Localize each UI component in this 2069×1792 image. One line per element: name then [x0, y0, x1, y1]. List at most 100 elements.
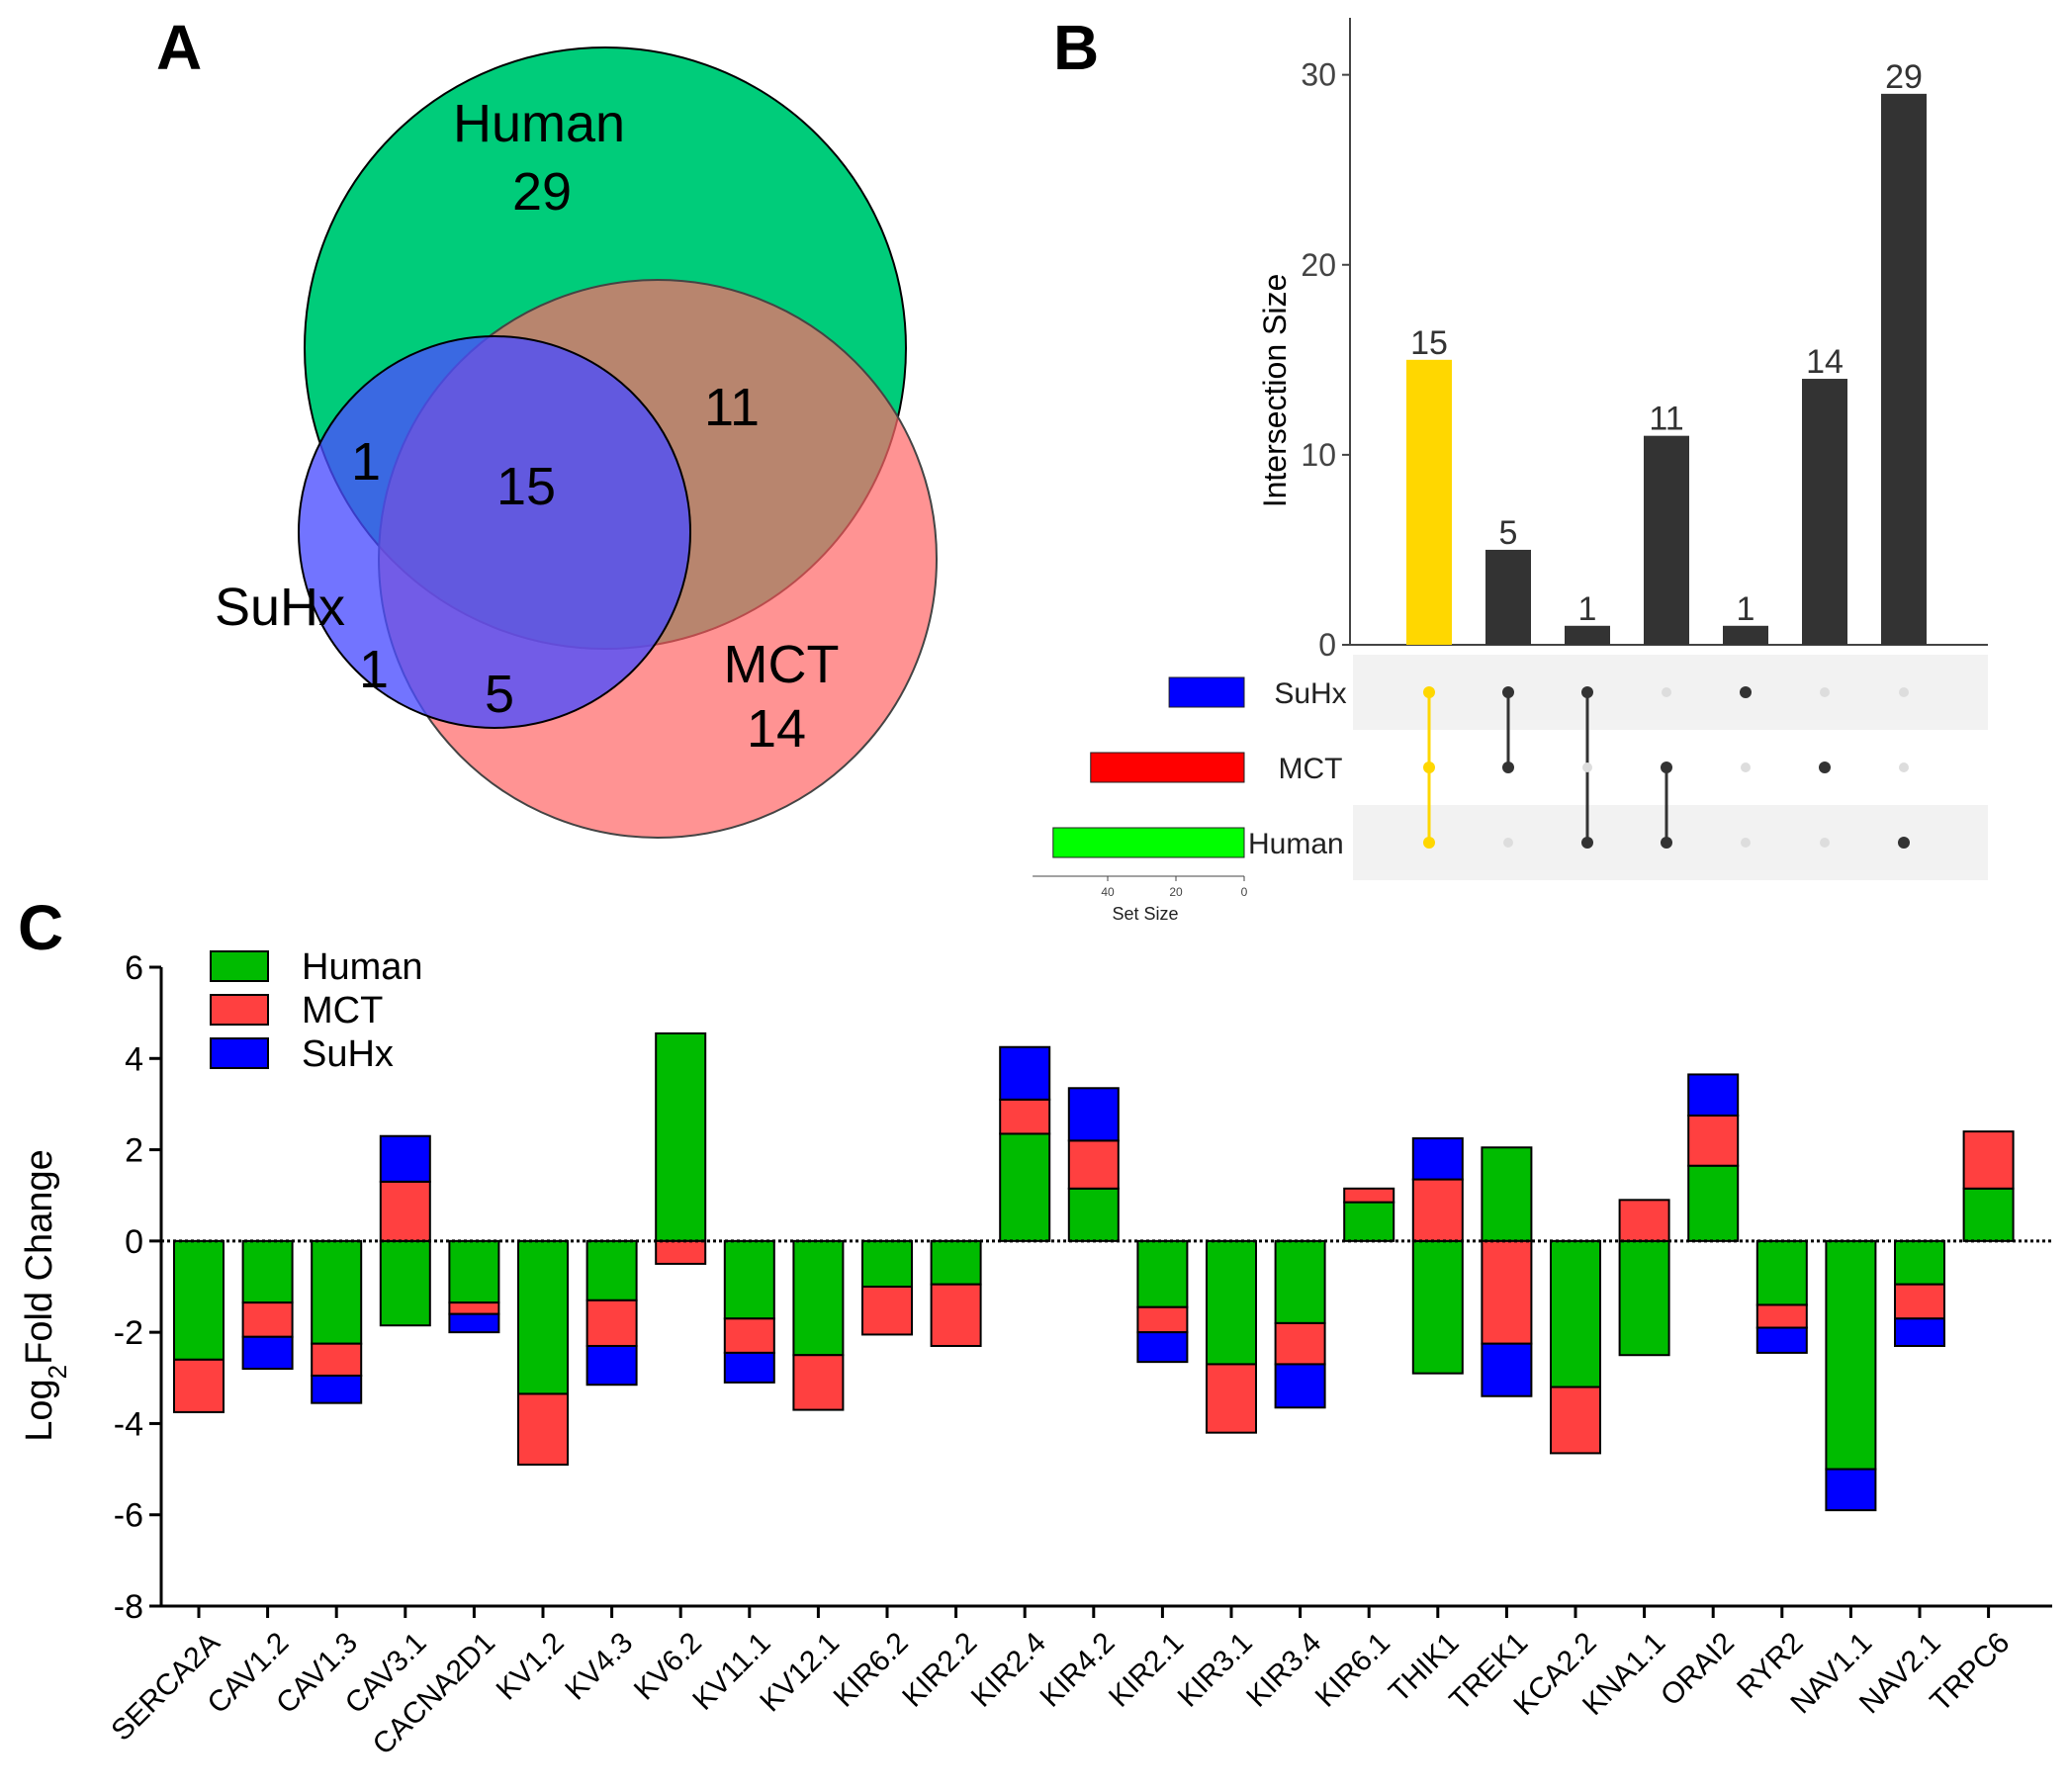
- venn-set-name-mct: MCT: [724, 635, 840, 694]
- panel-letter-a: A: [156, 12, 202, 83]
- matrix-dot: [1819, 762, 1831, 773]
- stacked-bar-segment-human: [1343, 1201, 1395, 1242]
- stacked-bar-segment-mct: [1894, 1283, 1945, 1320]
- c-y-axis-title-subscript: 2: [43, 1365, 72, 1379]
- venn-count-human-suhx: 1: [351, 432, 381, 492]
- matrix-dot: [1423, 837, 1435, 849]
- stacked-bar-segment-mct: [1962, 1130, 2015, 1190]
- stacked-bar-segment-human: [723, 1239, 775, 1320]
- stacked-bar-segment-human: [655, 1031, 707, 1242]
- matrix-dot: [1661, 837, 1672, 849]
- stacked-bar-segment-suhx: [1274, 1363, 1326, 1409]
- stacked-bar-segment-mct: [1411, 1178, 1464, 1242]
- stacked-bar-segment-human: [999, 1132, 1051, 1242]
- stacked-bar-segment-mct: [1067, 1139, 1120, 1190]
- set-size-bar: [1052, 827, 1245, 858]
- stacked-bar-segment-human: [1136, 1239, 1189, 1308]
- stacked-bar-segment-human: [517, 1239, 569, 1395]
- stacked-bar-segment-human: [861, 1239, 913, 1289]
- stacked-bar-segment-human: [1825, 1239, 1877, 1471]
- c-category-label: TRPC6: [1925, 1626, 2017, 1718]
- intersection-bar: [1723, 625, 1768, 645]
- legend-swatch-mct: [210, 994, 269, 1026]
- stacked-bar-segment-mct: [792, 1354, 845, 1411]
- panel-a: A Human 29 MCT 14 SuHx 1 1 11 15 5: [156, 12, 938, 839]
- upset-y-tick-label: 0: [1318, 627, 1336, 663]
- matrix-dot: [1661, 762, 1672, 773]
- matrix-dot: [1502, 762, 1514, 773]
- c-y-tick-label: 4: [125, 1040, 143, 1078]
- stacked-bar-segment-mct: [173, 1358, 225, 1413]
- legend-swatch-suhx: [210, 1037, 269, 1069]
- stacked-bar-segment-mct: [861, 1286, 913, 1336]
- stacked-bar-segment-human: [241, 1239, 294, 1304]
- matrix-dot: [1899, 687, 1909, 697]
- matrix-dot: [1898, 837, 1910, 849]
- matrix-dot: [1741, 762, 1751, 772]
- stacked-bar-segment-suhx: [1687, 1073, 1740, 1117]
- stacked-bar-segment-mct: [1206, 1363, 1257, 1434]
- stacked-bar-segment-suhx: [1411, 1137, 1464, 1181]
- stacked-bar-segment-mct: [1274, 1321, 1326, 1366]
- c-y-axis-title: Log2Fold Change: [19, 1149, 72, 1441]
- c-y-tick-label: 6: [125, 949, 143, 987]
- intersection-bar: [1881, 93, 1927, 645]
- stacked-bar-segment-suhx: [999, 1045, 1051, 1101]
- matrix-dot: [1581, 686, 1593, 698]
- stacked-bar-segment-suhx: [1825, 1468, 1877, 1512]
- stacked-bar-segment-human: [1962, 1187, 2015, 1242]
- intersection-bar: [1565, 625, 1610, 645]
- stacked-bar-segment-suhx: [1067, 1087, 1120, 1142]
- intersection-bar: [1644, 435, 1689, 645]
- matrix-dot: [1581, 837, 1593, 849]
- stacked-bar-segment-mct: [1343, 1187, 1395, 1204]
- upset-set-size-bars: 40 20 0: [1033, 676, 1248, 899]
- set-size-bar: [1090, 752, 1245, 783]
- stacked-bar-segment-mct: [311, 1342, 363, 1377]
- stacked-bar-segment-human: [930, 1239, 982, 1286]
- stacked-bar-segment-mct: [1618, 1199, 1670, 1242]
- stacked-bar-segment-human: [1206, 1239, 1257, 1366]
- stacked-bar-segment-human: [1894, 1239, 1945, 1286]
- venn-count-suhx-only: 1: [359, 640, 389, 699]
- stacked-bar-segment-suhx: [723, 1351, 775, 1384]
- stacked-bar-segment-human: [1618, 1239, 1670, 1357]
- c-category-label: KIR2.4: [965, 1626, 1052, 1713]
- stacked-bar-segment-suhx: [585, 1344, 638, 1387]
- matrix-dot: [1899, 762, 1909, 772]
- intersection-bar-label: 14: [1806, 343, 1844, 381]
- stacked-bar-segment-mct: [723, 1317, 775, 1354]
- stacked-bar-segment-mct: [999, 1098, 1051, 1135]
- venn-set-name-suhx: SuHx: [215, 578, 345, 637]
- c-category-label: KIR2.2: [896, 1626, 983, 1713]
- c-category-labels: SERCA2ACAV1.2CAV1.3CAV3.1CACNA2D1KV1.2KV…: [105, 1606, 2016, 1761]
- c-y-tick-label: -6: [114, 1497, 143, 1535]
- stacked-bar-segment-mct: [1481, 1239, 1533, 1345]
- c-category-label: KV1.2: [491, 1626, 571, 1706]
- legend-label-suhx: SuHx: [302, 1033, 394, 1075]
- stacked-bar-segment-mct: [379, 1180, 431, 1242]
- venn-set-name-human: Human: [453, 94, 625, 153]
- legend-swatch-human: [210, 950, 269, 982]
- c-category-label: SERCA2A: [105, 1626, 225, 1747]
- stacked-bar-segment-human: [1274, 1239, 1326, 1324]
- c-y-tick-label: 2: [125, 1132, 143, 1170]
- panel-letter-b: B: [1053, 12, 1099, 83]
- venn-count-all-three: 15: [496, 457, 556, 516]
- stacked-bar-segment-mct: [1550, 1386, 1601, 1455]
- stacked-bar-segment-human: [1067, 1187, 1120, 1242]
- stacked-bar-segment-human: [173, 1239, 225, 1361]
- c-category-label: KV4.3: [559, 1626, 639, 1706]
- stacked-bar-segment-suhx: [1894, 1317, 1945, 1347]
- matrix-dot: [1741, 838, 1751, 848]
- set-size-bar: [1168, 676, 1245, 708]
- upset-membership-matrix: SuHx MCT Human: [1248, 677, 1910, 860]
- stacked-bar-segment-mct: [585, 1299, 638, 1347]
- upset-y-axis-title: Intersection Size: [1257, 274, 1293, 508]
- matrix-dot: [1662, 687, 1671, 697]
- set-name-label: SuHx: [1274, 677, 1346, 710]
- stacked-bar-segment-suhx: [241, 1335, 294, 1371]
- c-y-tick-label: 0: [125, 1223, 143, 1261]
